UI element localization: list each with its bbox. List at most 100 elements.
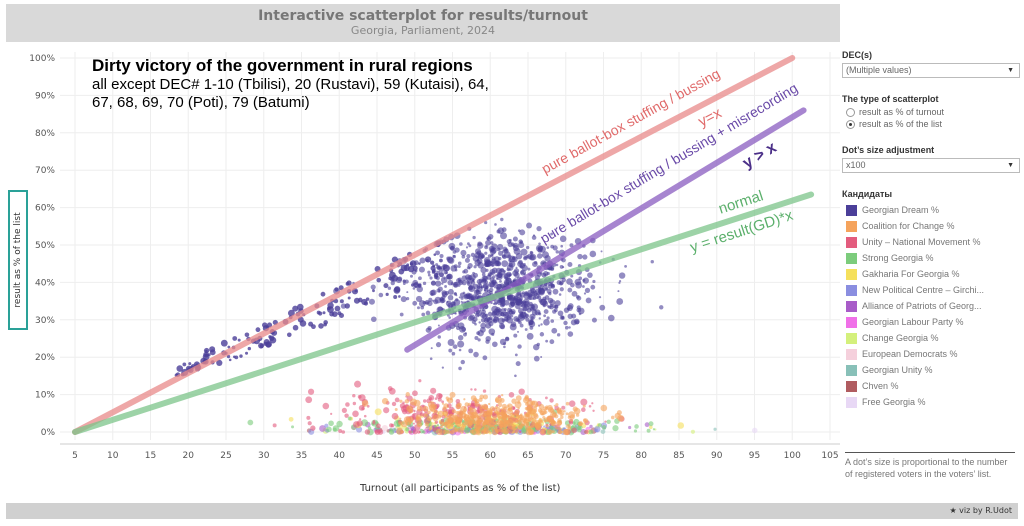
scatter-point	[556, 333, 561, 337]
scatter-point	[507, 422, 515, 430]
y-tick-label: 40%	[35, 278, 55, 288]
scatter-point	[472, 272, 478, 278]
scatter-point	[482, 308, 485, 312]
scatter-point	[421, 312, 426, 317]
scatter-point	[439, 267, 443, 270]
scatter-point	[352, 401, 357, 406]
scatter-point	[514, 409, 520, 416]
radio-result-of-turnout[interactable]: result as % of turnout	[846, 107, 1020, 117]
legend-item[interactable]: Georgian Dream %	[842, 202, 1020, 218]
scatter-point	[578, 276, 583, 281]
scatter-point	[484, 262, 489, 267]
scatter-point	[447, 294, 454, 301]
scatter-point	[405, 392, 410, 397]
dec-filter-value: (Multiple values)	[846, 65, 912, 75]
legend-item[interactable]: Gakharia For Georgia %	[842, 266, 1020, 282]
scatter-point	[473, 397, 478, 402]
scatter-point	[409, 274, 413, 278]
scatter-point	[409, 398, 417, 406]
scatter-point	[430, 265, 436, 271]
scatter-point	[245, 351, 249, 355]
scatter-point	[633, 429, 638, 433]
y-tick-label: 60%	[35, 204, 55, 214]
scatter-point	[518, 259, 523, 265]
legend-item[interactable]: Alliance of Patriots of Georg...	[842, 298, 1020, 314]
legend-item[interactable]: Georgian Unity %	[842, 362, 1020, 378]
scatter-point	[361, 400, 369, 407]
scatter-point	[477, 286, 481, 290]
scatter-point	[416, 416, 422, 422]
scatter-point	[291, 425, 295, 429]
scatter-point	[544, 295, 550, 300]
scatter-point	[383, 283, 389, 289]
scatter-point	[555, 263, 559, 267]
scatter-plot[interactable]: 5 10 15 20 25 30 35 40 45 50 55 60 65 70 75 80 85 90 95 100…	[0, 42, 840, 482]
chart-title: Interactive scatterplot for results/turn…	[258, 8, 588, 24]
legend-item[interactable]: European Democrats %	[842, 346, 1020, 362]
scatter-point	[618, 279, 622, 283]
scatter-point	[530, 400, 536, 406]
scatter-point	[358, 297, 363, 303]
scatter-point	[464, 257, 470, 263]
scatter-point	[489, 290, 493, 295]
scatter-point	[398, 421, 403, 426]
scatter-point	[352, 410, 359, 418]
scatter-point	[299, 320, 307, 327]
scatter-point	[416, 405, 423, 412]
scatter-point	[503, 406, 508, 411]
scatter-point	[338, 428, 343, 433]
scatter-point	[472, 235, 476, 240]
x-tick-label: 45	[371, 451, 382, 461]
scatter-point	[479, 394, 484, 400]
y-tick-label: 10%	[35, 391, 55, 401]
scatter-point	[496, 311, 502, 317]
scatter-point	[406, 291, 409, 294]
x-axis-label: Turnout (all participants as % of the li…	[360, 483, 561, 494]
legend-item[interactable]: Change Georgia %	[842, 330, 1020, 346]
scatter-point	[523, 311, 526, 314]
scatter-point	[515, 415, 520, 420]
scatter-point	[438, 421, 442, 424]
legend-item[interactable]: Unity – National Movement %	[842, 234, 1020, 250]
scatter-point	[447, 417, 454, 424]
scatter-point	[416, 306, 420, 310]
scatter-point	[634, 424, 639, 429]
scatter-point	[509, 323, 517, 331]
scatter-point	[501, 254, 507, 260]
legend-label: Georgian Labour Party %	[862, 317, 964, 327]
legend-item[interactable]: New Political Centre – Girchi...	[842, 282, 1020, 298]
scatter-point	[322, 402, 330, 410]
scatter-point	[601, 424, 607, 430]
dot-size-dropdown[interactable]: x100 ▼	[842, 158, 1020, 173]
scatter-point	[441, 400, 445, 404]
legend-item[interactable]: Free Georgia %	[842, 394, 1020, 410]
filter-panel: DEC(s) (Multiple values) ▼ The type of sc…	[842, 50, 1020, 410]
scatter-point	[518, 414, 524, 421]
legend-item[interactable]: Chven %	[842, 378, 1020, 394]
scatter-point	[614, 412, 621, 419]
scatter-point	[424, 422, 430, 427]
y-tick-label: 100%	[29, 54, 55, 64]
scatter-point	[479, 292, 482, 295]
legend-item[interactable]: Georgian Labour Party %	[842, 314, 1020, 330]
scatter-point	[600, 404, 608, 412]
legend-item[interactable]: Coalition for Change %	[842, 218, 1020, 234]
scatter-point	[469, 314, 475, 321]
scatter-point	[513, 247, 521, 255]
radio-result-of-list[interactable]: result as % of the list	[846, 119, 1020, 129]
scatter-point	[513, 268, 520, 274]
scatter-point	[556, 280, 562, 285]
scatter-point	[454, 312, 457, 315]
scatter-point	[463, 398, 466, 401]
scatter-point	[565, 412, 569, 416]
scatter-point	[536, 226, 542, 232]
legend-item[interactable]: Strong Georgia %	[842, 250, 1020, 266]
scatter-point	[429, 357, 433, 361]
scatter-point	[451, 351, 456, 356]
scatter-point	[365, 297, 370, 301]
scatter-point	[464, 332, 468, 335]
dec-filter-dropdown[interactable]: (Multiple values) ▼	[842, 63, 1020, 78]
x-tick-label: 60	[485, 451, 497, 461]
scatter-point	[416, 422, 423, 428]
scatter-point	[408, 408, 414, 414]
